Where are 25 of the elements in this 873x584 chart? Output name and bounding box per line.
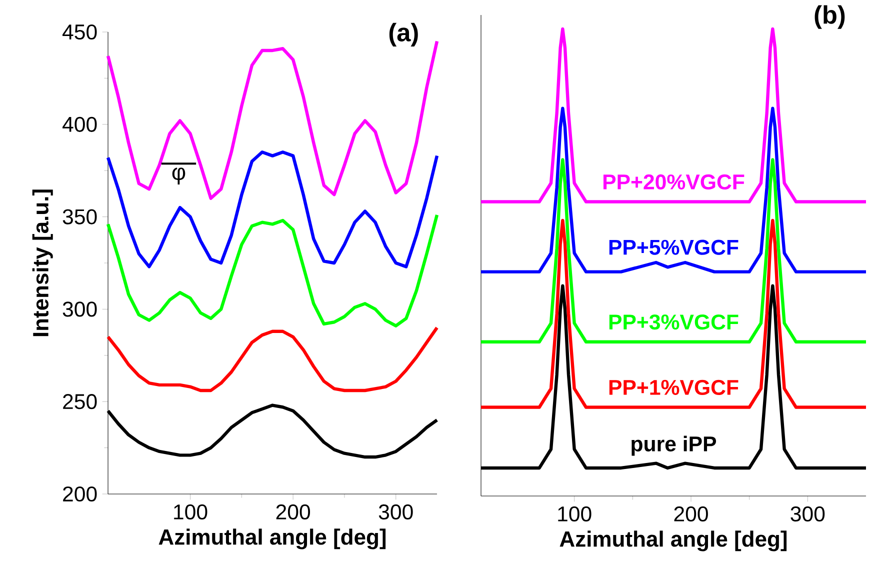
series-label: PP+5%VGCF (609, 240, 738, 255)
y-tick-label: 250 (63, 394, 97, 410)
x-tick-label: 200 (674, 506, 708, 522)
x-tick-label: 100 (558, 506, 592, 522)
chart-title: (b) (814, 5, 845, 29)
x-axis-title: Azimuthal angle [deg] (158, 528, 386, 550)
series-label: PP+3%VGCF (609, 314, 738, 330)
annotation: φ (172, 168, 186, 185)
y-tick-label: 350 (62, 209, 97, 224)
chart-title: (a) (389, 22, 418, 46)
y-tick-label: 450 (62, 24, 97, 40)
line-series (106, 150, 439, 268)
x-axis-title: Azimuthal angle [deg] (560, 530, 787, 552)
x-tick-label: 300 (790, 506, 825, 522)
y-tick-label: 400 (62, 116, 97, 132)
x-tick-label: 300 (378, 504, 413, 520)
y-tick-label: 200 (63, 486, 97, 502)
series-label: PP+20%VGCF (603, 174, 744, 190)
series-label: PP+1%VGCF (609, 380, 738, 395)
y-tick-label: 300 (62, 302, 97, 317)
series-label: pure iPP (632, 436, 716, 456)
line-series (106, 213, 439, 328)
x-tick-label: 200 (276, 504, 310, 520)
x-tick-label: 100 (174, 504, 208, 520)
y-axis-title: Intensity [a.u.] (32, 190, 53, 336)
